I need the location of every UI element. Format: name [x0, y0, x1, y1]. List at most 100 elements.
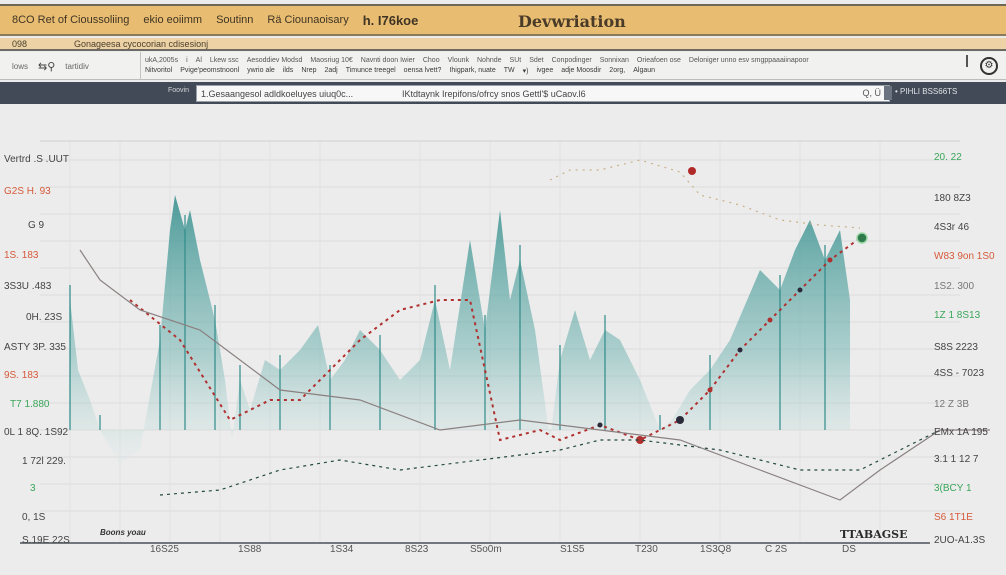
toolbar-menu-item[interactable]: Navnti doon Iwier: [360, 57, 415, 64]
search-input-value: 1.Gesaangesol adldkoeluyes uiuq0c...: [201, 89, 354, 99]
toolbar-menu-item[interactable]: ilds: [282, 67, 294, 74]
title-bar: 8CO Ret of Cioussoliing ekio eoiimm Sout…: [0, 4, 1006, 36]
x-tick-label: C 2S: [765, 544, 788, 555]
titlebar-item[interactable]: 8CO Ret of Cioussoliing: [12, 14, 130, 26]
toolbar-menu-item[interactable]: ywrio ale: [247, 67, 275, 74]
data-point-marker: [827, 257, 833, 263]
y-tick-label: S8S 2223: [934, 342, 978, 353]
y-tick-label: 12 Z 3B: [934, 399, 970, 410]
x-tick-label: 16S25: [150, 544, 179, 555]
toolbar-menu-item[interactable]: Vlounk: [447, 57, 469, 64]
toolbar-menu-item[interactable]: Conpodinger: [551, 57, 592, 64]
line-series: [129, 237, 861, 442]
search-hint: IKtdtaynk Irepifons/ofrcy snos Gettl'$ u…: [402, 89, 586, 99]
toolbar-menu-item[interactable]: Deloniger unno esv smgppaaaiinapoor: [688, 57, 809, 64]
toolbar-menu-item[interactable]: adje Moosdir: [561, 67, 602, 74]
toolbar-menu-item[interactable]: TW: [503, 67, 515, 74]
toolbar-menu-item[interactable]: ivgee: [536, 67, 554, 74]
sub-header-code: 098: [12, 38, 28, 49]
y-tick-label: ASTY 3P. 335: [4, 342, 66, 353]
toolbar-menu-item[interactable]: Sdet: [529, 57, 544, 64]
data-point-marker: [597, 422, 603, 428]
titlebar-item[interactable]: ekio eoiimm: [143, 14, 203, 26]
y-tick-label: 3.1 1 12 7: [934, 454, 979, 465]
y-tick-label: 180 8Z3: [934, 193, 971, 204]
sub-header-bar: 098 Gonageesa cycocorian cdisesionj: [0, 38, 1006, 51]
titlebar-item[interactable]: h. I76koe: [362, 12, 419, 28]
teal-area-series: [70, 195, 850, 465]
toolbar-menu-item[interactable]: Al: [195, 57, 202, 64]
data-point-marker: [676, 416, 684, 424]
y-tick-label: 4S3r 46: [934, 222, 970, 233]
data-point-marker: [737, 347, 743, 353]
toolbar-menu-item[interactable]: Maosriug 10€: [310, 57, 353, 64]
toolbar-menu-item[interactable]: Algaun: [633, 67, 656, 74]
toolbar-menu-row-2: Nitvoritol Pvige'peomstnoonl ywrio ale ilds…: [145, 67, 655, 75]
status-indicator-icon: [884, 86, 892, 100]
settings-gear-icon[interactable]: ⚙: [980, 57, 998, 75]
peak-marker: [688, 167, 696, 175]
toolbar-divider: [140, 52, 141, 80]
titlebar-item[interactable]: Soutinn: [216, 14, 254, 26]
y-tick-label: EMx 1A 195: [934, 427, 988, 438]
toolbar-label[interactable]: tartidiv: [65, 62, 89, 71]
line-series: [79, 249, 990, 501]
search-options-icon[interactable]: Q, Ü: [862, 88, 881, 98]
toolbar-menu-item[interactable]: Ihigpark, nuate: [449, 67, 496, 74]
toolbar-menu-item[interactable]: Choo: [422, 57, 440, 64]
search-input[interactable]: 1.Gesaangesol adldkoeluyes uiuq0c... IKt…: [196, 85, 890, 102]
toolbar-marker: [966, 55, 968, 67]
toolbar-menu-item[interactable]: 2org,: [609, 67, 626, 74]
y-tick-label: 1 72l 229.: [22, 456, 66, 467]
toolbar-menu-item[interactable]: Lkew ssc: [209, 57, 239, 64]
toolbar-menu-item[interactable]: i: [186, 57, 188, 64]
toolbar-menu-item[interactable]: Aesoddiev Modsd: [246, 57, 303, 64]
toolbar-menu-item[interactable]: ukA,2005s: [145, 57, 179, 64]
titlebar-item[interactable]: Rä Ciounaoisary: [267, 14, 349, 26]
toolbar-menu-item[interactable]: SUt: [509, 57, 522, 64]
y-tick-label: 2UO-A1.3S: [934, 535, 986, 546]
toolbar-menu-item[interactable]: oensa lvett?: [403, 67, 442, 74]
y-tick-label: 0H. 23S: [26, 312, 63, 323]
toolbar-menu-item[interactable]: Sonnixan: [599, 57, 629, 64]
chart-legend[interactable]: Boons yoau: [100, 528, 146, 537]
toolbar-label[interactable]: lows: [12, 62, 29, 71]
end-point-marker: [856, 232, 868, 244]
y-tick-label: 3(BCY 1: [934, 483, 972, 494]
line-series: [159, 429, 941, 496]
chart-plot[interactable]: [0, 104, 1006, 575]
data-point-marker: [797, 287, 803, 293]
y-tick-label: W83 9on 1S0: [934, 251, 995, 262]
search-bar: Foovin 1.Gesaangesol adldkoeluyes uiuq0c…: [0, 82, 1006, 104]
toolbar-menu-item[interactable]: Timunce treegel: [345, 67, 396, 74]
chart-annotation: TTABAGSE: [840, 528, 908, 541]
toolbar-menu-item[interactable]: Orieafoen ose: [636, 57, 681, 64]
chart-area[interactable]: Vertrd .S .UUT G2S H. 93 G 9 1S. 183 3S3U .4…: [0, 104, 1006, 575]
toolbar-menu-item[interactable]: Nohnde: [477, 57, 502, 64]
y-tick-label: 3: [30, 483, 36, 494]
y-tick-label: G 9: [28, 220, 45, 231]
toolbar-menu-item[interactable]: Nitvoritol: [145, 67, 173, 74]
y-tick-label: 0, 1S: [22, 512, 46, 523]
y-tick-label: G2S H. 93: [4, 186, 51, 197]
x-tick-label: T230: [635, 544, 658, 555]
x-tick-label: S5o0m: [470, 544, 502, 555]
x-tick-label: DS: [842, 544, 856, 555]
y-tick-label: 0L 1 8Q. 1S92: [4, 427, 69, 438]
toolbar-menu-item[interactable]: ▾): [522, 68, 529, 75]
y-tick-label: 1S. 183: [4, 250, 39, 261]
toolbar-left: lows ⇆⚲ tartidiv: [12, 60, 89, 73]
data-point-marker: [767, 317, 773, 323]
y-tick-label: 1S2. 300: [934, 281, 975, 292]
toolbar: lows ⇆⚲ tartidiv ukA,2005s i Al Lkew ssc Aes…: [0, 52, 1006, 80]
y-tick-label: 1Z 1 8S13: [934, 310, 981, 321]
line-series: [549, 159, 861, 229]
toolbar-menu-item[interactable]: Pvige'peomstnoonl: [180, 67, 240, 74]
toolbar-menu-item[interactable]: Nrep: [301, 67, 317, 74]
y-tick-label: 4SS - 7023: [934, 368, 985, 379]
link-search-icon[interactable]: ⇆⚲: [38, 61, 56, 73]
toolbar-menu-item[interactable]: 2adj: [324, 67, 338, 74]
y-tick-label: 9S. 183: [4, 370, 39, 381]
search-status[interactable]: • PIHLI BSS66TS: [895, 87, 958, 96]
x-tick-label: S1S5: [560, 544, 585, 555]
